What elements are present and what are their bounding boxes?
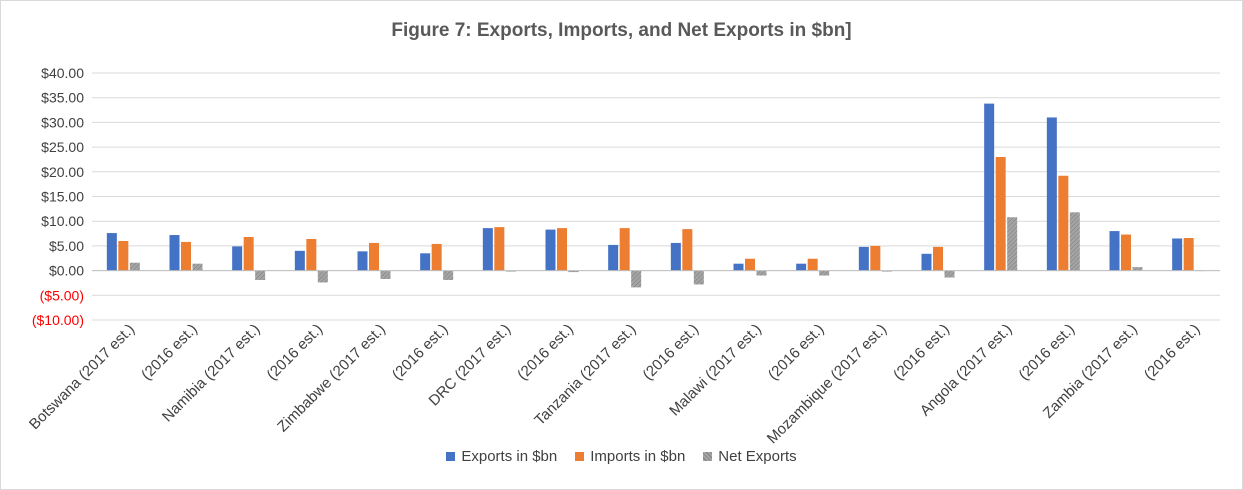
x-tick-label: Botswana (2017 est.) [26,321,138,433]
net-exports-bar [568,270,579,273]
net-exports-bar [1069,212,1080,271]
exports-bar [984,103,995,271]
y-tick-label: $0.00 [49,263,84,279]
y-tick-label: $30.00 [41,114,84,130]
imports-bar [243,237,254,271]
exports-bar [169,235,180,271]
x-tick-label: (2016 est.) [1141,321,1204,384]
imports-bar [118,240,129,271]
exports-bar [1172,238,1183,271]
imports-bar [557,228,567,271]
net-exports-bar [1007,217,1018,271]
y-tick-label: ($10.00) [32,312,84,328]
legend-label-exports: Exports in $bn [461,448,558,465]
y-tick-label: $20.00 [41,164,84,180]
exports-bar [420,253,431,271]
net-exports-bar [756,270,767,276]
y-tick-label: $10.00 [41,213,84,229]
y-tick-label: $25.00 [41,139,84,155]
imports-bar [1058,175,1069,271]
exports-bar [796,263,807,271]
exports-bar [232,246,243,271]
legend-item-net-exports: Net Exports [703,448,797,465]
exports-bar [608,244,619,271]
exports-bar [357,251,368,271]
bars [92,103,1220,288]
exports-bar [294,250,305,271]
net-exports-bar [944,270,955,278]
y-tick-label: $5.00 [49,238,84,254]
net-exports-bar [255,270,266,280]
imports-bar [369,242,379,271]
y-tick-label: $40.00 [41,65,84,81]
x-axis-ticks: Botswana (2017 est.) (2016 est.)Namibia (… [26,321,1204,447]
legend: Exports in $bn Imports in $bn Net Export… [0,448,1243,465]
imports-bar [995,156,1006,271]
legend-item-imports: Imports in $bn [575,448,685,465]
legend-swatch-exports [446,452,456,461]
exports-bar [482,228,493,271]
imports-bar [682,229,693,271]
x-tick-label: (2016 est.) [765,321,828,384]
y-tick-label: $35.00 [41,90,84,106]
net-exports-bar [693,270,704,285]
imports-bar [1183,237,1194,271]
imports-bar [494,227,505,271]
exports-bar [670,242,681,271]
imports-bar [807,258,818,271]
x-tick-label: Mozambique (2017 est.) [764,321,890,447]
net-exports-bar [380,270,391,279]
x-tick-label: (2016 est.) [1015,321,1078,384]
x-tick-label: (2016 est.) [890,321,953,384]
exports-bar [545,229,556,271]
x-tick-label: (2016 est.) [514,321,577,384]
exports-bar [921,253,932,271]
x-tick-label: (2016 est.) [138,321,201,384]
chart-title: Figure 7: Exports, Imports, and Net Expo… [391,20,852,41]
gridlines [92,72,1220,321]
imports-bar [619,228,630,271]
exports-bar [858,246,869,271]
imports-bar [1121,234,1131,271]
imports-bar [933,246,943,271]
imports-bar [181,241,191,271]
y-tick-label: $15.00 [41,189,84,205]
net-exports-bar [631,270,642,288]
legend-swatch-net-exports [703,452,713,461]
imports-bar [870,245,881,271]
x-tick-label: (2016 est.) [639,321,702,384]
exports-bar [106,233,117,271]
legend-label-imports: Imports in $bn [590,448,686,465]
y-axis-ticks: $40.00 $35.00 $30.00 $25.00 $20.00 $15.00 $10.… [32,65,84,328]
x-tick-label: (2016 est.) [389,321,452,384]
imports-bar [306,238,317,271]
legend-swatch-imports [575,452,585,461]
net-exports-bar [1132,267,1143,271]
imports-bar [431,243,442,271]
net-exports-bar [317,270,328,283]
net-exports-bar [129,262,140,271]
x-tick-label: (2016 est.) [263,321,326,384]
imports-bar [745,258,755,271]
exports-bar [733,263,744,271]
net-exports-bar [443,270,454,280]
exports-bar [1046,117,1057,271]
legend-item-exports: Exports in $bn [446,448,557,465]
net-exports-bar [819,270,830,276]
exports-bar [1109,231,1120,271]
y-tick-label: ($5.00) [40,287,84,303]
legend-label-net-exports: Net Exports [718,448,797,465]
net-exports-bar [192,263,203,271]
x-tick-label: Zimbabwe (2017 est.) [274,321,389,436]
